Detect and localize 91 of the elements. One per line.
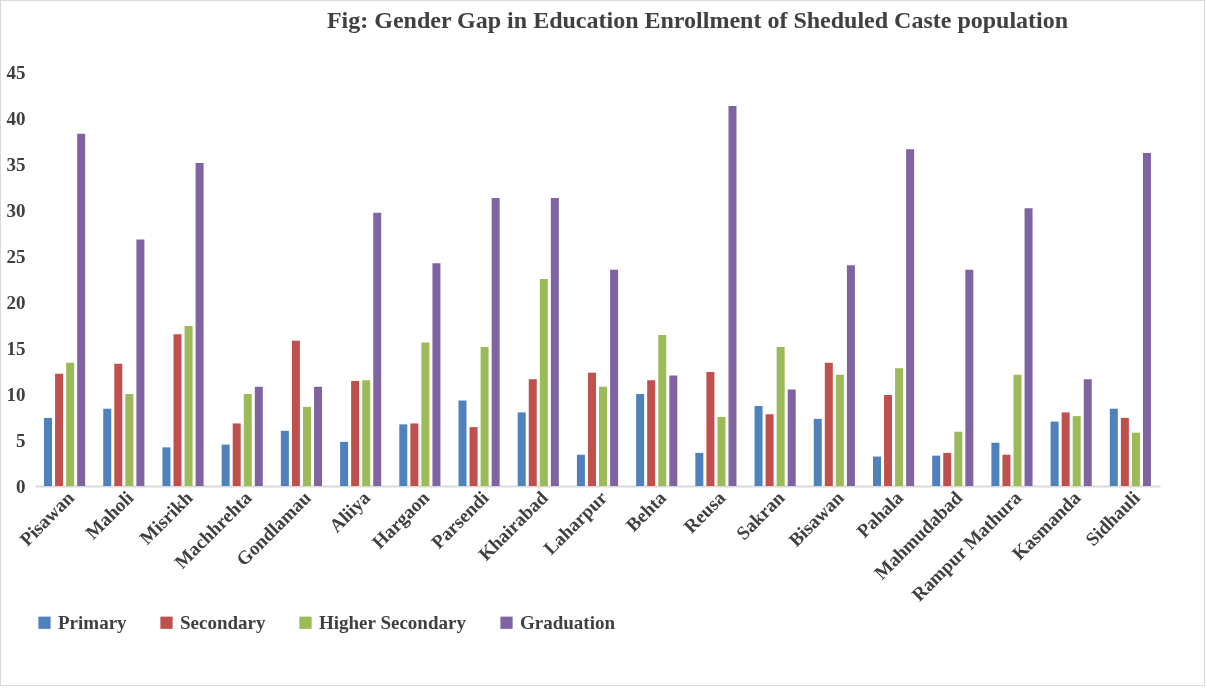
bar xyxy=(906,149,915,486)
bar xyxy=(717,417,726,486)
bar xyxy=(991,442,1000,486)
y-tick-label: 15 xyxy=(6,337,26,359)
bar xyxy=(291,340,300,486)
bar xyxy=(125,394,134,486)
bar xyxy=(636,394,645,486)
y-tick-label: 45 xyxy=(6,61,26,83)
bar xyxy=(610,269,619,486)
y-tick-label: 35 xyxy=(6,153,26,175)
bar xyxy=(469,427,478,486)
bar xyxy=(706,371,715,486)
bar xyxy=(136,239,145,486)
bar xyxy=(77,133,86,486)
y-tick-label: 40 xyxy=(6,107,26,129)
y-tick-label: 0 xyxy=(16,475,26,497)
bar xyxy=(872,456,881,486)
bar xyxy=(221,444,230,486)
bar xyxy=(1109,408,1118,486)
bar xyxy=(1013,374,1022,486)
bar xyxy=(776,347,785,486)
bar xyxy=(884,394,893,486)
bar xyxy=(373,212,382,486)
bar xyxy=(491,198,500,486)
bar xyxy=(943,452,952,486)
bar xyxy=(254,386,263,486)
bar xyxy=(340,441,349,486)
bar xyxy=(1050,421,1059,486)
bar xyxy=(669,375,678,486)
bar xyxy=(528,379,537,486)
bar xyxy=(728,106,737,486)
bar xyxy=(932,455,941,486)
bar xyxy=(362,380,371,486)
bar xyxy=(195,163,204,486)
bar xyxy=(824,362,833,486)
bar xyxy=(1072,416,1081,486)
bar xyxy=(576,454,585,486)
bar xyxy=(550,198,559,486)
bar xyxy=(66,362,75,486)
bar xyxy=(44,417,53,486)
bar xyxy=(695,452,704,486)
bar xyxy=(162,447,171,486)
bar xyxy=(173,334,182,486)
bar xyxy=(846,265,855,486)
bar xyxy=(835,374,844,486)
bar xyxy=(399,424,408,486)
bar xyxy=(243,394,252,486)
bar xyxy=(55,373,64,486)
bar xyxy=(1002,454,1011,486)
bar xyxy=(965,269,974,486)
bar xyxy=(1061,412,1070,486)
bar xyxy=(351,381,360,486)
bar xyxy=(647,380,656,486)
bar xyxy=(184,325,193,486)
y-tick-label: 10 xyxy=(6,383,26,405)
y-tick-label: 5 xyxy=(16,429,26,451)
bar xyxy=(599,386,608,486)
bar xyxy=(302,406,311,486)
bar xyxy=(1024,208,1033,486)
bar xyxy=(103,408,112,486)
bar xyxy=(114,363,123,486)
legend-label: Graduation xyxy=(520,611,616,633)
legend-label: Higher Secondary xyxy=(319,611,467,633)
bar xyxy=(280,430,289,486)
bar xyxy=(480,347,489,486)
y-tick-label: 20 xyxy=(6,291,26,313)
bar xyxy=(1083,379,1092,486)
legend-label: Secondary xyxy=(180,611,266,633)
bar xyxy=(813,418,822,486)
bar xyxy=(517,412,526,486)
bar xyxy=(587,372,596,486)
bar xyxy=(895,368,904,486)
bar xyxy=(539,279,548,486)
chart-title: Fig: Gender Gap in Education Enrollment of Sheduled Caste population xyxy=(326,7,1069,33)
bar xyxy=(787,389,796,486)
y-tick-label: 25 xyxy=(6,245,26,267)
bar xyxy=(232,423,241,486)
bar xyxy=(410,423,419,486)
bar xyxy=(1131,432,1140,486)
bar xyxy=(421,342,430,486)
bar xyxy=(1120,417,1129,486)
legend-label: Primary xyxy=(58,611,128,633)
bar xyxy=(458,400,467,486)
bar xyxy=(954,431,963,486)
bar xyxy=(754,405,763,486)
y-tick-label: 30 xyxy=(6,199,26,221)
bar xyxy=(658,335,667,486)
bar xyxy=(1142,152,1151,486)
bar xyxy=(314,386,323,486)
bar xyxy=(432,263,441,486)
bar xyxy=(765,414,774,486)
